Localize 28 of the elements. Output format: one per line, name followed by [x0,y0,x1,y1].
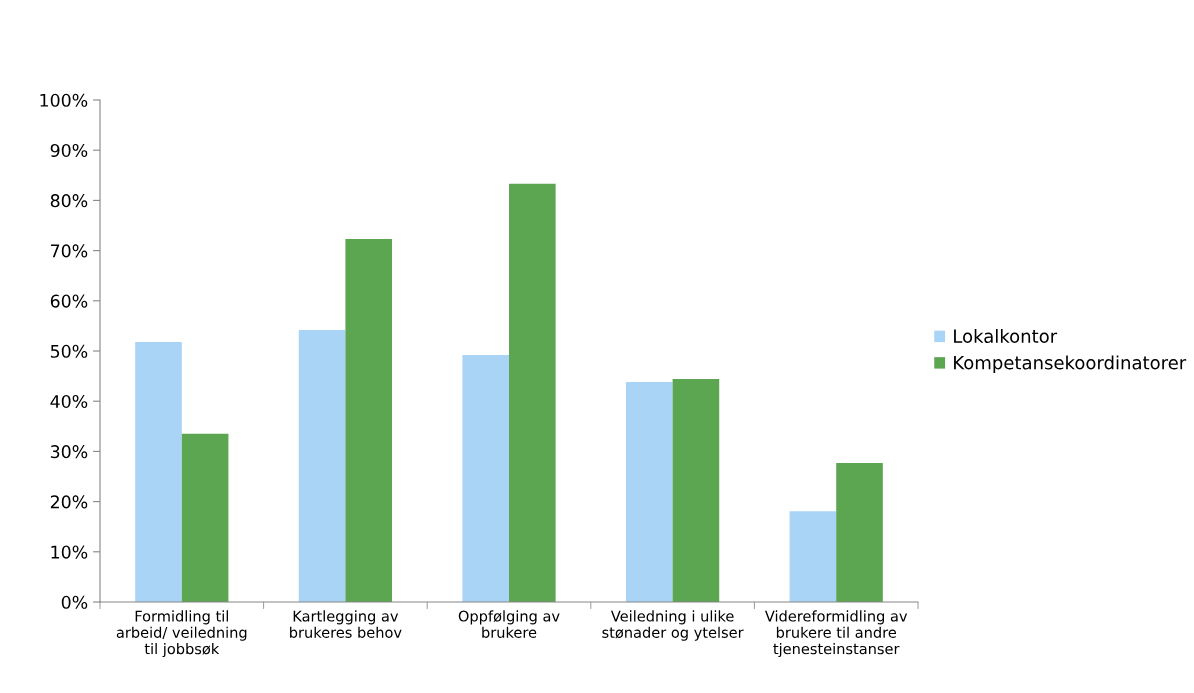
bar [298,329,346,602]
y-tick-label: 60% [50,294,88,308]
y-tick-label: 50% [50,344,88,358]
x-tick-label: Veiledning i ulike stønader og ytelser [602,610,744,641]
bar [789,511,837,602]
bar [509,183,556,602]
y-tick-label: 10% [51,545,88,559]
y-tick-label: 80% [50,194,88,208]
y-tick-label: 0% [61,595,88,609]
y-tick-label: 100% [40,93,88,107]
x-tick-label: Videreformidling av brukere til andre tjenesteinstanser [764,610,908,658]
bar [836,462,883,602]
legend-label: Kompetansekoordinatorer [954,355,1187,373]
legend-label: Lokalkontor [954,329,1058,343]
bar [625,382,673,602]
bar [135,341,182,602]
y-tick-label: 70% [51,244,88,258]
y-tick-label: 40% [50,394,88,409]
y-tick-label: 30% [50,445,88,459]
y-tick-label: 20% [50,495,88,509]
bar [345,239,393,602]
bar [181,433,229,602]
x-tick-label: Oppfølging av brukere [458,610,560,638]
x-tick-label: Kartlegging av brukeres behov [290,610,402,638]
y-tick-label: 90% [50,143,88,158]
bar [462,355,509,602]
x-tick-label: Formidling til arbeid/ veiledning til jobbsøk [116,610,247,658]
bar [672,379,720,602]
